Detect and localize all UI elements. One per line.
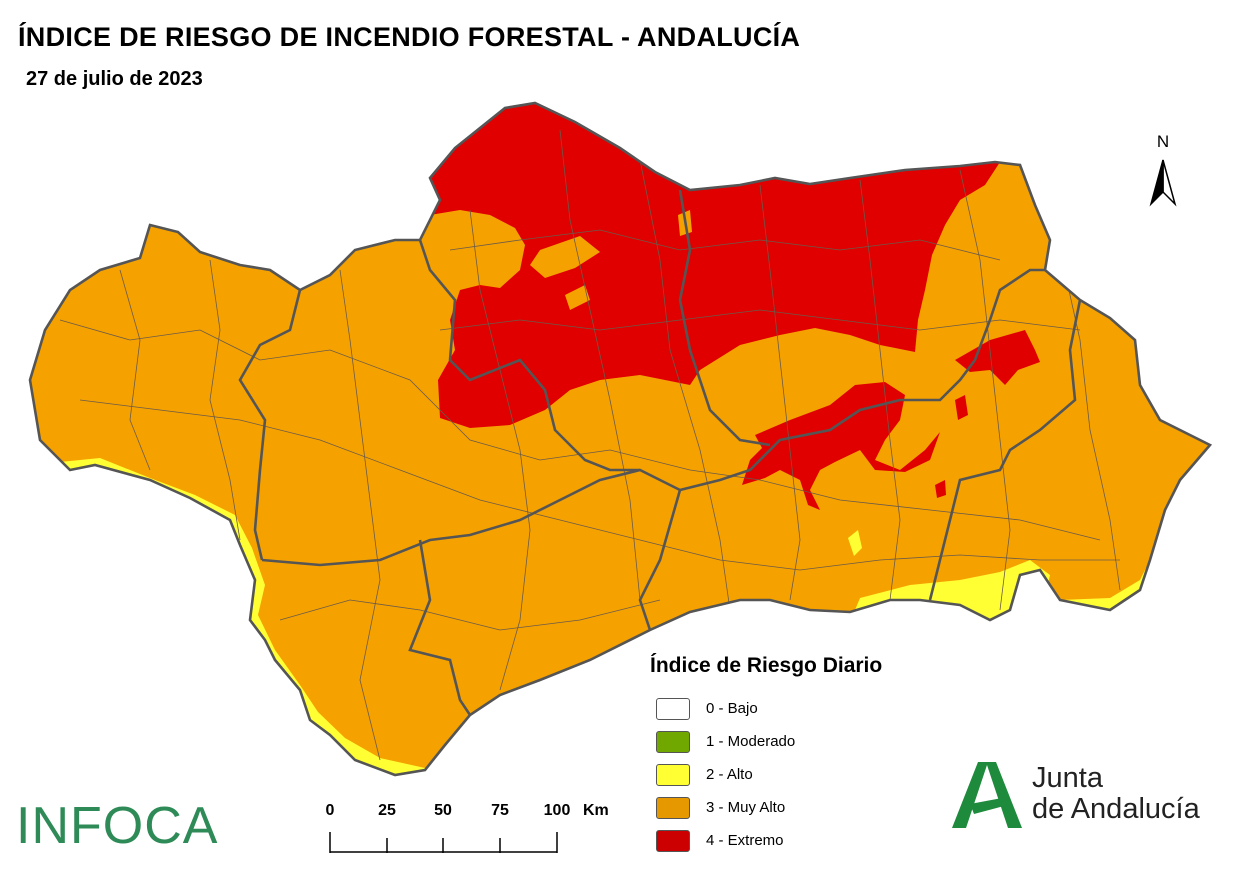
- north-label: N: [1156, 132, 1170, 151]
- infoca-logo: INFOCA: [16, 797, 219, 855]
- zone-extremo-north: [425, 103, 1000, 428]
- zone-alto-spot: [848, 530, 862, 556]
- legend-label: 2 - Alto: [706, 766, 753, 783]
- legend-swatch: [656, 796, 690, 819]
- legend-item: 0 - Bajo: [656, 692, 882, 725]
- legend-label: 4 - Extremo: [706, 832, 784, 849]
- scale-unit: Km: [583, 802, 609, 819]
- zone-pocket: [565, 285, 590, 310]
- north-arrow-icon: [1149, 159, 1177, 207]
- map-title: ÍNDICE DE RIESGO DE INCENDIO FORESTAL - …: [18, 22, 801, 52]
- legend-title: Índice de Riesgo Diario: [650, 654, 883, 677]
- zone-pocket: [530, 236, 600, 278]
- scale-tick-label: 75: [491, 802, 509, 819]
- andalusia-outline: [28, 101, 1213, 777]
- scale-bar-graphic: [329, 832, 558, 853]
- risk-zones: [30, 103, 1210, 775]
- junta-line1: Junta: [1032, 762, 1103, 794]
- legend-item: 1 - Moderado: [656, 725, 882, 758]
- scale-bar: 0 25 50 75 100 Km: [318, 800, 618, 860]
- legend-items: 0 - Bajo 1 - Moderado 2 - Alto 3 - Muy Alto…: [650, 692, 882, 857]
- zone-extremo-spot: [955, 395, 968, 420]
- map-date: 27 de julio de 2023: [26, 68, 203, 90]
- legend-swatch: [656, 730, 690, 753]
- scale-tick-label: 50: [434, 802, 452, 819]
- junta-wordmark: Junta de Andalucía: [1032, 763, 1200, 825]
- junta-line2: de Andalucía: [1032, 793, 1200, 825]
- zone-extremo-spot: [935, 480, 946, 498]
- legend-item: 2 - Alto: [656, 758, 882, 791]
- zone-extremo-east: [955, 330, 1040, 385]
- junta-emblem-icon: [952, 762, 1022, 828]
- legend-swatch: [656, 829, 690, 852]
- legend-swatch: [656, 763, 690, 786]
- legend-label: 0 - Bajo: [706, 700, 758, 717]
- province-boundaries: [238, 189, 1082, 716]
- municipal-boundaries: [59, 129, 1121, 761]
- legend-item: 4 - Extremo: [656, 824, 882, 857]
- legend-swatch: [656, 697, 690, 720]
- north-arrow: N: [1143, 132, 1183, 212]
- zone-extremo-south: [742, 382, 940, 510]
- scale-tick-label: 25: [378, 802, 396, 819]
- junta-logo: Junta de Andalucía: [948, 758, 1200, 830]
- scale-tick-label: 100: [543, 802, 571, 819]
- scale-tick-label: 0: [325, 802, 335, 819]
- legend: Índice de Riesgo Diario 0 - Bajo 1 - Mode…: [650, 654, 882, 857]
- legend-label: 3 - Muy Alto: [706, 799, 786, 816]
- legend-label: 1 - Moderado: [706, 733, 796, 750]
- legend-item: 3 - Muy Alto: [656, 791, 882, 824]
